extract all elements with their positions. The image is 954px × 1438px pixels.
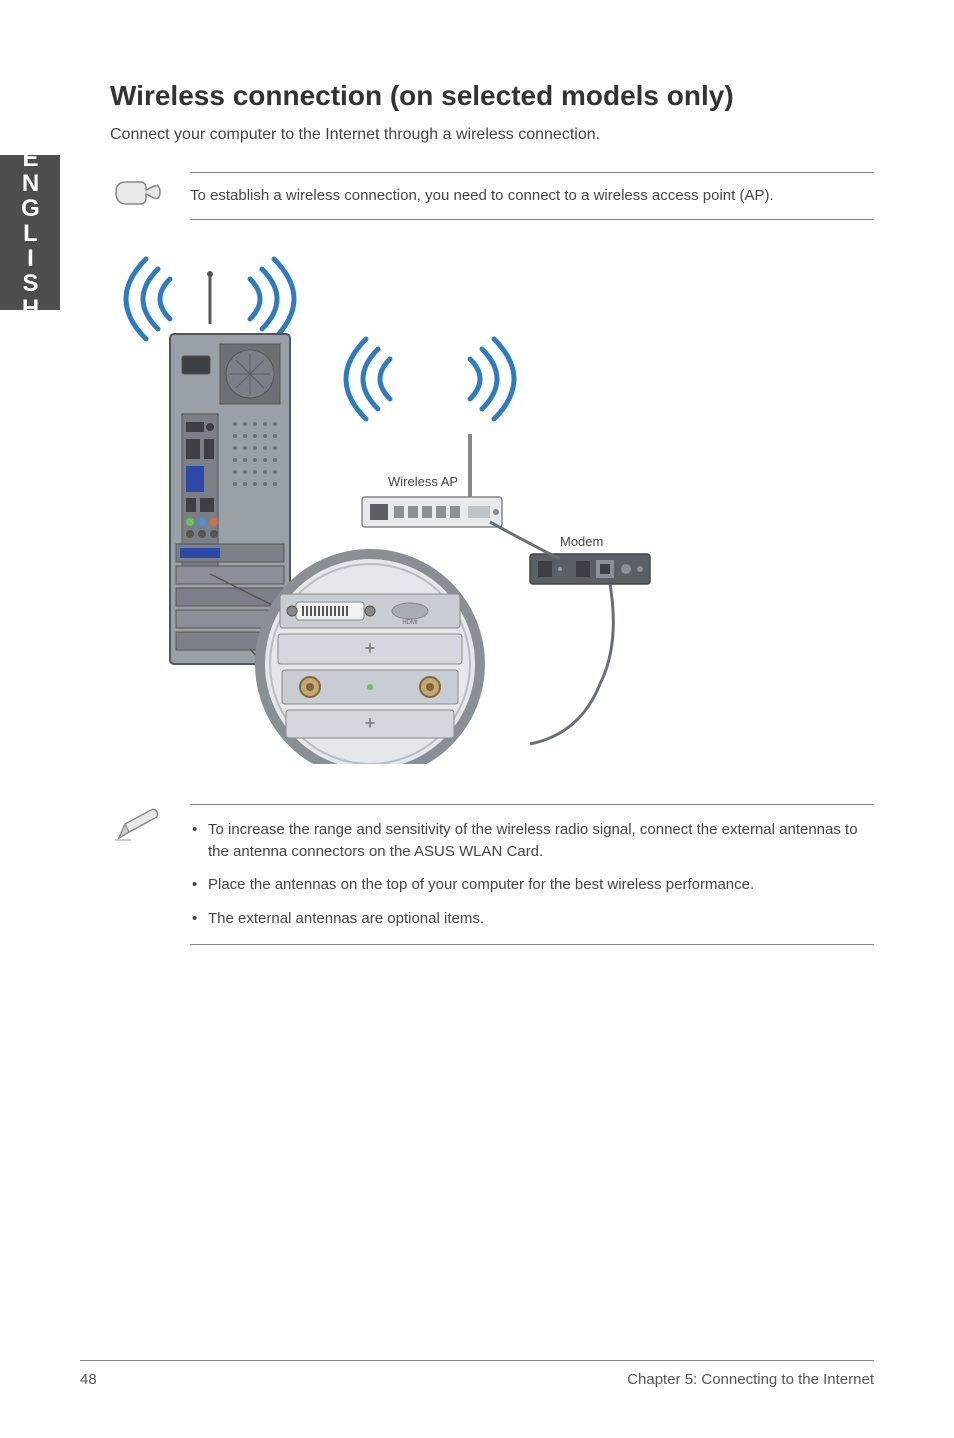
language-tab: ENGLISH xyxy=(0,155,60,310)
chapter-label: Chapter 5: Connecting to the Internet xyxy=(627,1371,874,1388)
tip-item: Place the antennas on the top of your co… xyxy=(190,874,874,896)
pencil-note-icon xyxy=(110,804,166,844)
modem-label: Modem xyxy=(560,534,603,549)
language-tab-label: ENGLISH xyxy=(16,145,44,320)
note-block: To establish a wireless connection, you … xyxy=(110,172,874,220)
page-footer: 48 Chapter 5: Connecting to the Internet xyxy=(80,1360,874,1388)
svg-text:+: + xyxy=(365,713,376,733)
svg-text:HDMI: HDMI xyxy=(402,620,418,626)
note-text: To establish a wireless connection, you … xyxy=(190,185,874,207)
connection-diagram: HDMI + + xyxy=(110,244,874,764)
tip-item: To increase the range and sensitivity of… xyxy=(190,819,874,863)
intro-text: Connect your computer to the Internet th… xyxy=(110,126,874,144)
wireless-ap-label: Wireless AP xyxy=(388,474,458,489)
tips-list: To increase the range and sensitivity of… xyxy=(190,819,874,930)
svg-text:+: + xyxy=(365,638,376,658)
hand-note-icon xyxy=(110,172,166,212)
tips-block: To increase the range and sensitivity of… xyxy=(110,804,874,945)
page-title: Wireless connection (on selected models … xyxy=(110,80,874,112)
tip-item: The external antennas are optional items… xyxy=(190,908,874,930)
page-number: 48 xyxy=(80,1371,97,1388)
